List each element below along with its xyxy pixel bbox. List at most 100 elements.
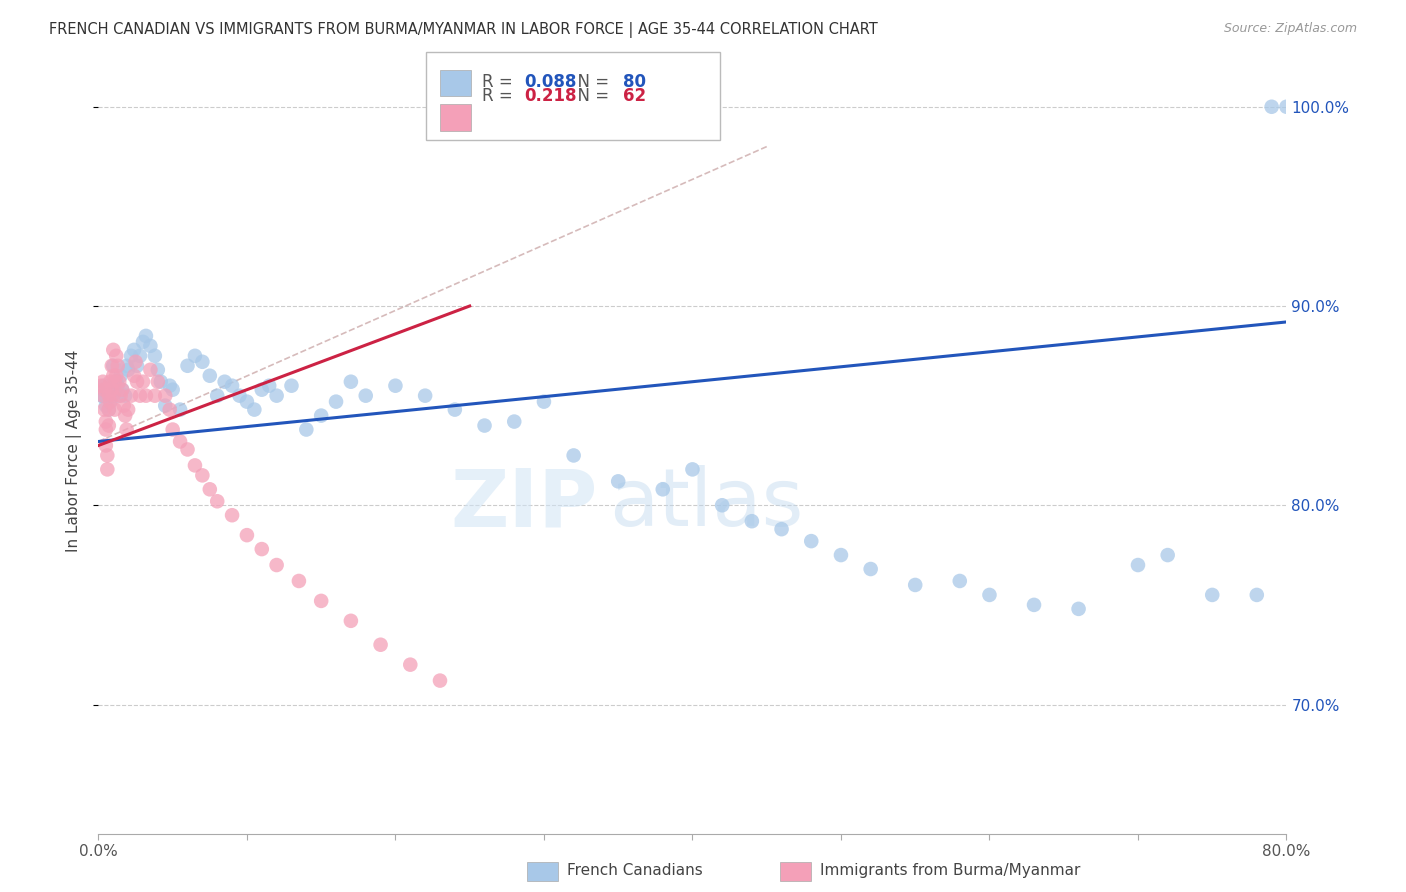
Point [309,594,332,608]
Point [97,418,120,433]
Text: 62: 62 [623,87,645,104]
Point [105,375,128,389]
Point [103,368,125,383]
Point [91,375,114,389]
Point [325,394,347,409]
Point [176,359,198,373]
Point [340,614,363,628]
Point [257,378,280,392]
Text: 0.088: 0.088 [524,73,576,91]
Point [132,375,155,389]
Point [949,574,972,588]
Point [105,349,128,363]
Text: N =: N = [567,73,614,91]
Point [101,359,124,373]
Point [98,375,121,389]
Point [1156,548,1178,562]
Point [98,394,121,409]
Point [384,378,406,392]
Point [859,562,882,576]
Point [770,522,793,536]
Point [354,389,377,403]
Point [1246,588,1268,602]
Point [443,402,465,417]
Point [115,423,138,437]
Point [139,363,162,377]
Point [112,399,135,413]
Point [143,389,166,403]
Point [146,363,169,377]
Point [90,378,112,392]
Point [96,462,118,476]
Point [146,375,169,389]
Point [103,343,125,357]
Point [93,402,115,417]
Point [503,415,526,429]
Point [176,442,198,457]
Point [250,542,273,557]
Point [135,329,157,343]
Point [114,409,136,423]
Text: ZIP: ZIP [450,465,598,543]
Point [429,673,451,688]
Point [533,394,555,409]
Point [159,402,181,417]
Point [800,534,823,549]
Point [135,389,157,403]
Point [104,383,127,397]
Point [108,389,131,403]
Point [562,449,585,463]
Text: French Canadians: French Canadians [567,863,703,878]
Point [236,528,259,542]
Point [120,389,142,403]
Point [103,359,125,373]
Point [236,394,259,409]
Point [97,402,120,417]
Point [295,423,318,437]
Point [91,389,114,403]
Point [124,355,146,369]
Point [191,468,214,483]
Point [221,378,243,392]
Point [120,349,142,363]
Point [122,368,145,383]
Text: FRENCH CANADIAN VS IMMIGRANTS FROM BURMA/MYANMAR IN LABOR FORCE | AGE 35-44 CORR: FRENCH CANADIAN VS IMMIGRANTS FROM BURMA… [49,22,877,38]
Point [228,389,250,403]
Point [117,402,139,417]
Point [250,383,273,397]
Text: atlas: atlas [609,465,804,543]
Point [1275,100,1298,114]
Point [1260,100,1282,114]
Point [830,548,852,562]
Point [191,355,214,369]
Point [122,343,145,357]
Point [458,100,481,114]
Point [129,349,152,363]
Point [288,574,311,588]
Point [96,449,118,463]
Point [1067,602,1090,616]
Point [94,389,117,403]
Point [205,389,228,403]
Point [93,378,115,392]
Point [110,389,132,403]
Point [221,508,243,523]
Point [132,334,155,349]
Point [143,349,166,363]
Text: R =: R = [482,73,519,91]
Point [94,423,117,437]
Point [114,389,136,403]
Point [111,383,134,397]
Point [108,375,131,389]
Point [340,375,363,389]
Point [681,462,703,476]
Point [214,375,236,389]
Point [243,402,266,417]
Point [105,368,128,383]
Point [1126,558,1149,572]
Point [125,359,148,373]
Point [149,375,172,389]
Point [111,383,134,397]
Point [159,378,181,392]
Text: 0.218: 0.218 [524,87,576,104]
